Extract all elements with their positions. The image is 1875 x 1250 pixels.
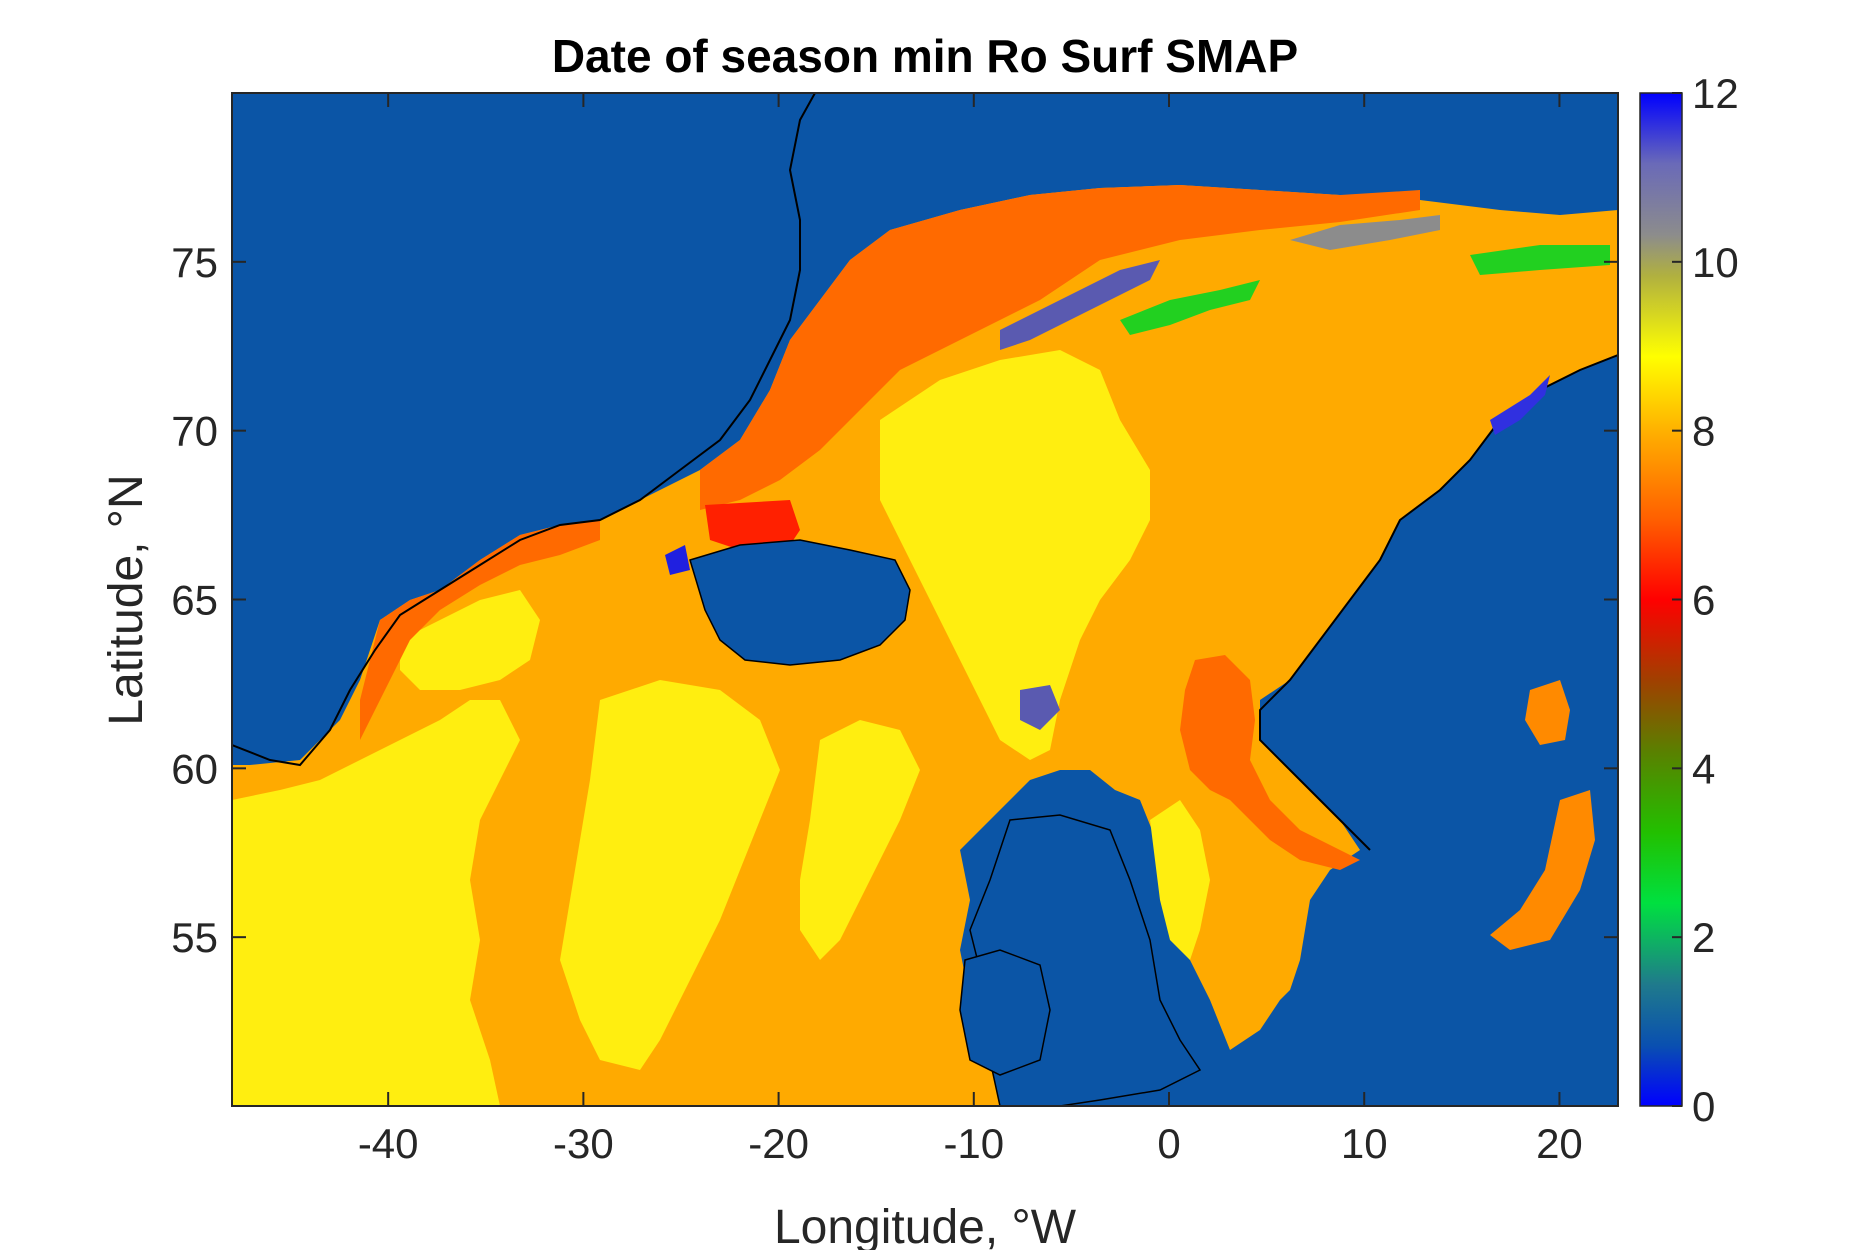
- ocean-region-iceland-blue: [665, 545, 690, 575]
- ocean-region-baltic-south: [1490, 790, 1595, 950]
- ocean-region-jan-mayen-ridge: [1000, 260, 1160, 350]
- y-tick-label: 65: [171, 577, 218, 624]
- map-plot: [232, 93, 1618, 1106]
- ocean-region-svalbard-front-east: [1470, 245, 1610, 275]
- colorbar-tick-label: 4: [1692, 745, 1715, 792]
- y-axis-label: Latitude, °N: [100, 474, 153, 725]
- x-tick-label: 0: [1157, 1120, 1180, 1167]
- ocean-region-front-grey: [1290, 215, 1440, 250]
- x-tick-label: -20: [748, 1120, 809, 1167]
- x-tick-label: -30: [553, 1120, 614, 1167]
- x-tick-label: 10: [1341, 1120, 1388, 1167]
- colorbar-tick-label: 6: [1692, 577, 1715, 624]
- coastline-greenland: [232, 93, 816, 767]
- y-tick-label: 75: [171, 239, 218, 286]
- ocean-region-norwegian-coastal: [1180, 655, 1360, 870]
- ocean-region-atlantic-central: [560, 680, 780, 1070]
- ocean-region-rockall: [800, 720, 920, 960]
- ocean-region-baltic-north: [1525, 680, 1570, 745]
- ocean-region-north-sea: [1150, 800, 1210, 960]
- ocean-region-atlantic-west: [232, 700, 520, 1106]
- colorbar-tick-label: 10: [1692, 239, 1739, 286]
- colorbar-tick-label: 8: [1692, 408, 1715, 455]
- land-iceland: [689, 539, 911, 666]
- ocean-region-barents-blue: [1490, 375, 1550, 435]
- ocean-region-irminger: [400, 590, 540, 690]
- y-tick-label: 55: [171, 914, 218, 961]
- colorbar-tick-label: 2: [1692, 914, 1715, 961]
- ocean-region-svalbard-front: [1120, 280, 1260, 335]
- ocean-region-faroes: [1020, 685, 1060, 730]
- chart-title: Date of season min Ro Surf SMAP: [552, 30, 1298, 82]
- x-tick-label: 20: [1536, 1120, 1583, 1167]
- y-tick-label: 70: [171, 408, 218, 455]
- ocean-region-norwegian-sea: [880, 350, 1150, 760]
- colorbar-ticks: 0 2 4 6 8 10 12: [1672, 70, 1739, 1130]
- land-ireland: [959, 949, 1051, 1076]
- y-axis: 55 60 65 70 75: [171, 239, 1618, 961]
- ocean-region-north-of-iceland: [705, 500, 800, 550]
- x-tick-label: -40: [358, 1120, 419, 1167]
- x-tick-label: -10: [943, 1120, 1004, 1167]
- y-tick-label: 60: [171, 745, 218, 792]
- x-axis-label: Longitude, °W: [774, 1201, 1077, 1250]
- colorbar-tick-label: 12: [1692, 70, 1739, 117]
- x-axis: -40 -30 -20 -10 0 10 20: [358, 93, 1583, 1167]
- colorbar-tick-label: 0: [1692, 1083, 1715, 1130]
- ocean-region-east-greenland-current: [700, 185, 1420, 510]
